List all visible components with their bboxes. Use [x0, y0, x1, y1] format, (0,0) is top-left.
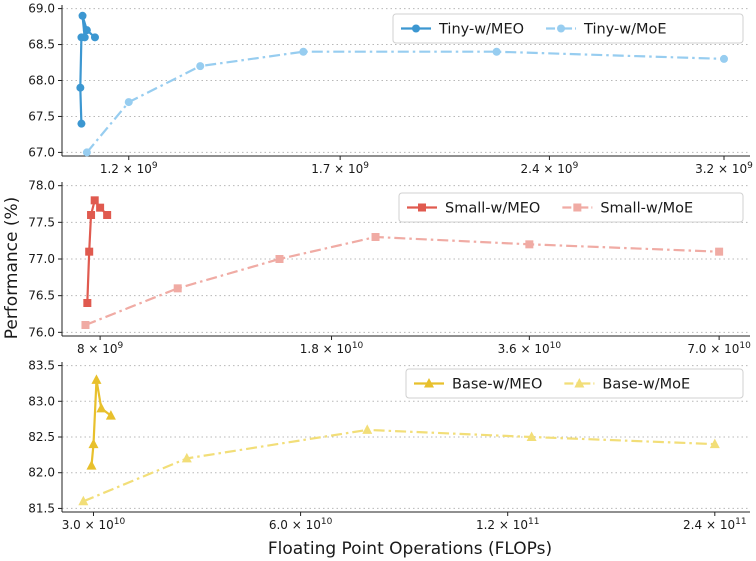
legend-marker	[424, 378, 434, 388]
data-point	[78, 11, 87, 20]
data-point	[83, 299, 92, 307]
data-point	[371, 233, 380, 241]
legend-marker	[412, 24, 420, 33]
data-point	[299, 47, 308, 56]
data-point	[103, 211, 112, 219]
data-point	[196, 62, 205, 71]
x-tick-label: 3.6 × 1010	[498, 341, 562, 356]
legend: Tiny-w/MEO Tiny-w/MoE	[392, 13, 744, 44]
y-tick-label: 76.0	[28, 325, 55, 339]
series-line	[85, 235, 720, 327]
data-point	[709, 438, 720, 449]
data-point	[96, 402, 107, 413]
y-tick-label: 68.5	[28, 38, 55, 52]
data-point	[88, 438, 99, 449]
x-tick-label: 3.0 × 1010	[62, 517, 126, 532]
x-tick-label: 1.2 × 1011	[476, 517, 540, 532]
data-point	[525, 240, 534, 249]
data-point	[275, 255, 284, 263]
x-tick-label: 1.2 × 109	[100, 161, 158, 176]
data-point	[105, 410, 116, 420]
y-tick-label: 68.0	[28, 74, 55, 88]
series-line	[86, 50, 725, 154]
series-line	[90, 378, 112, 466]
y-tick-label: 67.5	[28, 109, 55, 123]
x-tick-label: 3.2 × 109	[695, 161, 753, 176]
panel-base: 81.5 82.0 82.5 83.0 83.5 3.0 × 1010 6.0 × 1010…	[28, 359, 750, 532]
y-tick-label: 76.5	[28, 289, 55, 303]
x-tick-label: 7.0 × 1010	[687, 341, 751, 356]
panel-small: 76.0 76.5 77.0 77.5 78.0 8 × 109 1.8 × 1010 3.6…	[28, 179, 751, 356]
y-tick-label: 69.0	[28, 2, 55, 16]
data-point	[77, 119, 86, 128]
legend-frame	[405, 368, 744, 399]
legend-marker	[418, 203, 426, 212]
data-point	[91, 374, 102, 384]
x-axis-title: Floating Point Operations (FLOPs)	[268, 539, 552, 559]
data-point	[720, 54, 729, 63]
y-tick-label: 81.5	[28, 501, 55, 515]
y-tick-label: 83.0	[28, 394, 55, 408]
legend-label: Small-w/MoE	[600, 201, 693, 217]
legend-marker	[574, 378, 585, 388]
data-point	[96, 203, 105, 212]
data-point	[526, 431, 537, 441]
data-point	[362, 424, 373, 434]
y-tick-label: 82.0	[28, 466, 55, 480]
x-tick-label: 1.7 × 109	[311, 161, 369, 176]
data-point	[124, 98, 133, 107]
x-tick-label: 6.0 × 1010	[269, 517, 333, 532]
data-point	[80, 33, 89, 42]
data-point	[492, 47, 501, 56]
data-point	[173, 284, 182, 293]
data-point	[78, 495, 89, 506]
x-tick-label: 2.4 × 109	[521, 161, 579, 176]
y-tick-label: 77.0	[28, 252, 55, 266]
legend-label: Base-w/MoE	[602, 377, 690, 393]
data-point	[76, 83, 85, 92]
y-tick-label: 83.5	[28, 359, 55, 373]
y-tick-label: 82.5	[28, 430, 55, 444]
legend-label: Small-w/MEO	[445, 201, 540, 217]
legend-marker	[573, 203, 582, 212]
legend: Base-w/MEO Base-w/MoE	[405, 368, 744, 399]
y-tick-label: 77.5	[28, 215, 55, 229]
series-line	[82, 428, 715, 503]
data-point	[90, 196, 99, 205]
legend-marker	[557, 24, 566, 33]
data-point	[86, 460, 97, 470]
legend-label: Base-w/MEO	[452, 377, 542, 393]
y-tick-label: 78.0	[28, 179, 55, 193]
data-point	[90, 33, 99, 42]
data-point	[82, 148, 91, 157]
legend: Small-w/MEO Small-w/MoE	[398, 192, 744, 223]
x-tick-label: 2.4 × 1011	[683, 517, 747, 532]
legend-label: Tiny-w/MEO	[438, 22, 524, 38]
x-tick-label: 8 × 109	[77, 341, 124, 356]
y-axis-title: Performance (%)	[2, 197, 22, 340]
legend-label: Tiny-w/MoE	[583, 22, 666, 38]
data-point	[85, 247, 94, 256]
data-point	[81, 321, 90, 329]
data-point	[181, 452, 192, 463]
x-tick-label: 1.8 × 1010	[300, 341, 364, 356]
data-point	[715, 247, 724, 256]
data-point	[87, 211, 96, 219]
panel-tiny: 67.0 67.5 68.0 68.5 69.0 1.2 × 109 1.7 × 109 2.…	[28, 2, 753, 176]
y-tick-label: 67.0	[28, 145, 55, 159]
data-point	[82, 26, 91, 35]
